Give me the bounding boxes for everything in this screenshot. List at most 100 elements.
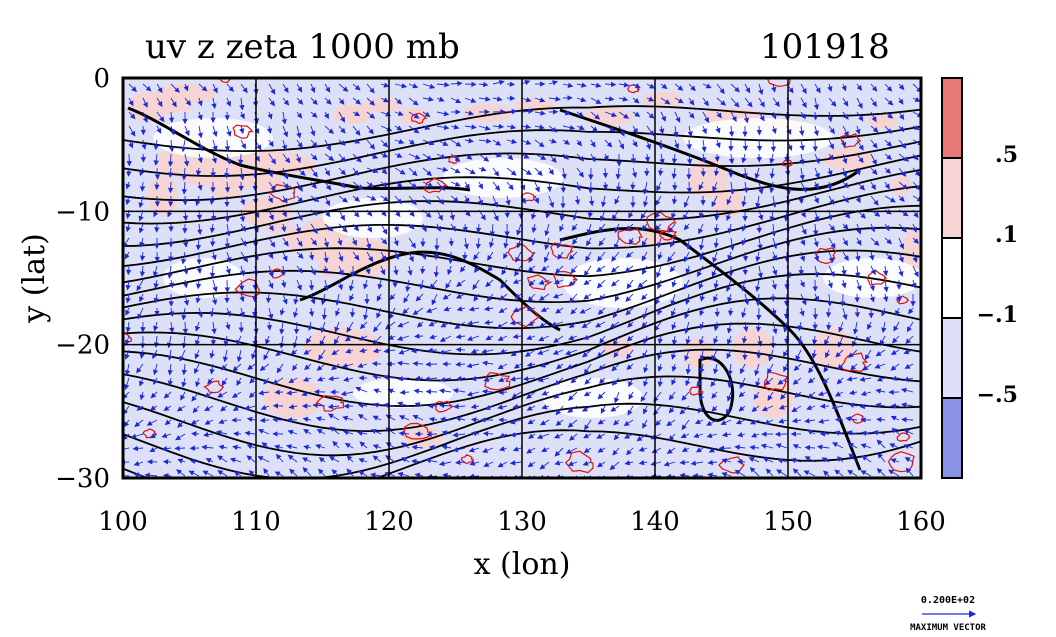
wind-vector-302 [366, 153, 379, 159]
wind-vector-172 [140, 125, 146, 136]
wind-vector-62 [197, 97, 203, 107]
wind-vector-202 [562, 124, 576, 131]
wind-vector-683 [912, 237, 920, 244]
wind-vector-242 [324, 139, 331, 152]
wind-vector-476 [408, 195, 417, 206]
wind-vector-1161 [412, 360, 424, 367]
wind-vector-479 [450, 195, 460, 203]
wind-vector-191 [408, 125, 420, 134]
colorbar-segment-3 [942, 318, 962, 398]
wind-vector-616 [771, 223, 777, 237]
wind-vector-782 [697, 265, 704, 278]
wind-vector-1019 [826, 321, 832, 331]
wind-vector-586 [352, 223, 360, 232]
wind-vector-301 [352, 153, 362, 163]
wind-vector-358 [352, 167, 359, 177]
wind-vector-182 [282, 125, 289, 138]
wind-vector-53 [870, 83, 878, 92]
wind-vector-718 [597, 251, 606, 262]
wind-vector-601 [559, 223, 565, 232]
wind-vector-21 [422, 83, 436, 89]
wind-vector-571 [138, 223, 144, 234]
wind-vector-179 [239, 125, 245, 135]
wind-vector-694 [268, 251, 274, 259]
wind-vector-59 [156, 97, 163, 108]
wind-vector-696 [296, 251, 304, 259]
wind-vector-50 [827, 83, 833, 92]
wind-vector-216 [756, 125, 762, 136]
wind-vector-706 [433, 251, 440, 261]
wind-vector-195 [464, 124, 477, 130]
wind-vector-49 [814, 83, 821, 94]
wind-vector-584 [324, 223, 334, 232]
wind-vector-1107 [455, 347, 466, 353]
wind-vector-396 [884, 167, 892, 174]
wind-vector-98 [702, 97, 709, 107]
wind-vector-222 [842, 125, 849, 137]
wind-vector-57 [128, 97, 134, 107]
wind-vector-3 [170, 83, 180, 93]
wind-vector-578 [240, 223, 246, 232]
zeta-contour-21 [763, 371, 788, 391]
colorbar-label-3: −.5 [977, 382, 1018, 408]
wind-vector-75 [380, 97, 389, 103]
zeta-contour-2 [782, 159, 795, 169]
wind-vector-640 [310, 237, 317, 246]
x-tick-label-100: 100 [98, 507, 148, 537]
wind-vector-296 [282, 153, 291, 164]
wind-vector-691 [226, 251, 232, 263]
wind-vector-219 [799, 125, 805, 137]
wind-vector-796 [898, 265, 904, 277]
wind-vector-426 [506, 181, 514, 191]
wind-vector-22 [436, 82, 450, 88]
wind-vector-451 [856, 181, 866, 191]
x-tick-label-150: 150 [763, 507, 813, 537]
wind-vector-748 [225, 265, 231, 275]
wind-vector-742 [139, 265, 146, 277]
zeta-contour-36 [617, 227, 644, 245]
wind-vector-334 [814, 153, 820, 165]
wind-vector-485 [534, 195, 539, 204]
wind-vector-705 [421, 251, 427, 260]
wind-vector-392 [827, 167, 833, 177]
wind-vector-582 [295, 223, 301, 234]
wind-vector-61 [184, 97, 192, 106]
wind-vector-508 [855, 195, 861, 204]
wind-vector-804 [212, 279, 218, 293]
wind-vector-7 [226, 83, 234, 92]
wind-vector-89 [576, 97, 587, 103]
wind-vector-613 [727, 223, 733, 234]
wind-vector-77 [408, 97, 419, 106]
wind-vector-129 [338, 111, 345, 123]
wind-vector-387 [754, 167, 760, 180]
wind-vector-84 [506, 95, 516, 101]
wind-vector-625 [898, 223, 907, 233]
wind-vector-318 [590, 153, 596, 163]
wind-vector-410 [282, 181, 290, 190]
wind-vector-366 [464, 167, 476, 175]
wind-vector-491 [614, 195, 620, 205]
zeta-zero-3 [563, 258, 683, 308]
wind-vector-238 [268, 139, 274, 148]
wind-vector-377 [615, 167, 621, 180]
wind-vector-459 [168, 195, 174, 207]
wind-vector-8 [240, 83, 248, 94]
wind-vector-287 [153, 153, 159, 166]
wind-vector-775 [596, 265, 606, 273]
wind-vector-317 [576, 153, 585, 162]
wind-vector-263 [618, 139, 625, 150]
wind-vector-142 [520, 108, 534, 115]
wind-vector-812 [323, 279, 329, 291]
wind-vector-286 [140, 153, 146, 163]
wind-vector-138 [464, 110, 475, 116]
wind-vector-373 [561, 167, 567, 180]
wind-vector-747 [209, 265, 216, 279]
wind-vector-819 [419, 279, 425, 290]
wind-vector-797 [912, 265, 919, 278]
wind-vector-185 [324, 125, 334, 134]
wind-vector-589 [393, 223, 399, 233]
wind-vector-32 [576, 82, 587, 88]
wind-vector-107 [828, 97, 837, 107]
wind-vector-335 [828, 153, 834, 161]
wind-vector-55 [898, 83, 905, 91]
